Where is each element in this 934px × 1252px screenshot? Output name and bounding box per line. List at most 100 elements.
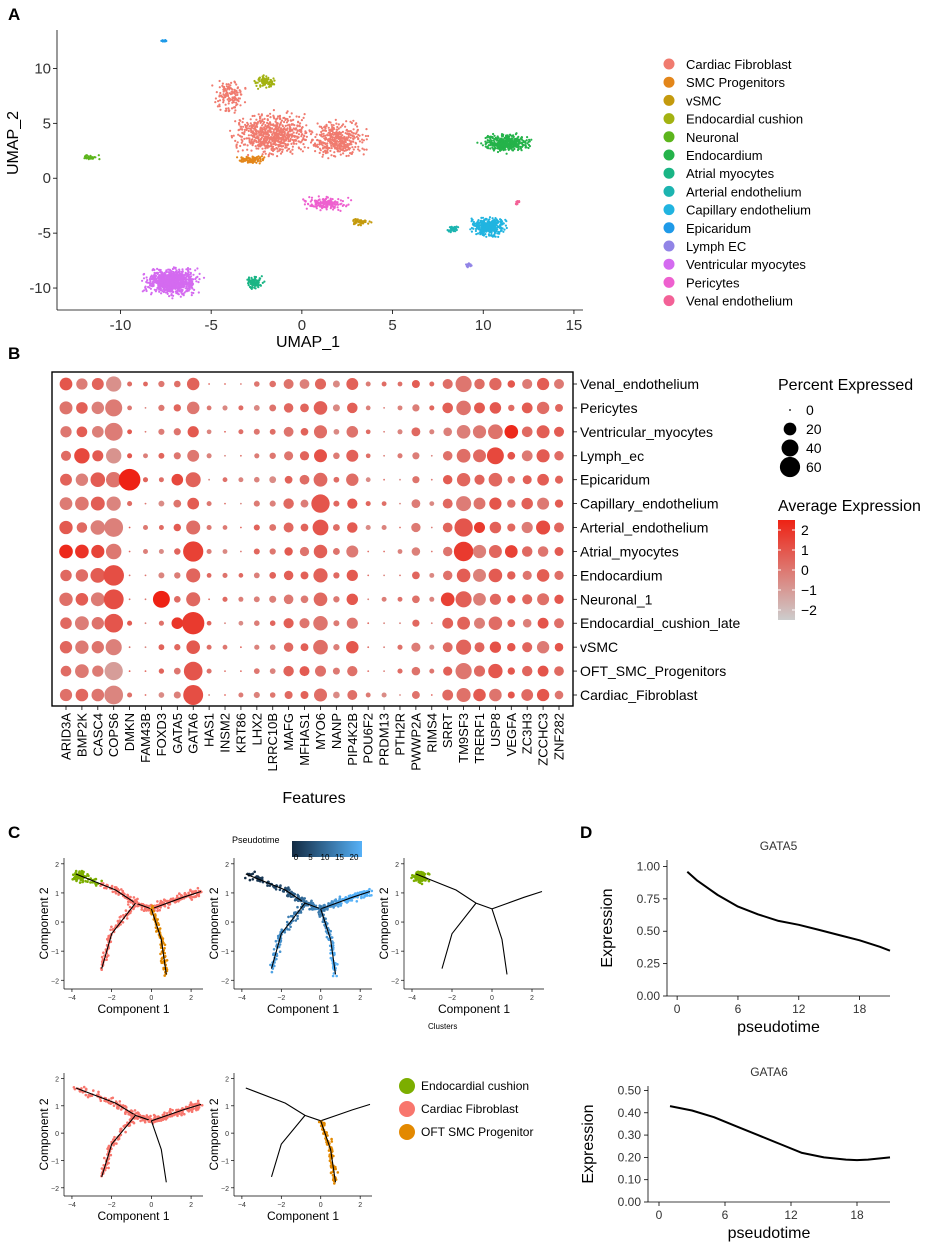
dotplot-gene-label: RIMS4 [424, 713, 439, 753]
dot-vsmc-srrt [443, 642, 453, 652]
traj-point [112, 891, 115, 894]
umap-point-capillary-endothelium [504, 219, 506, 221]
umap-point-cardiac-fibroblast [218, 104, 220, 106]
dot-cardiac-fibroblast-myo6 [314, 688, 327, 701]
dot-lymph-ec-bmp2k [74, 448, 89, 463]
dot-vsmc-gata5 [174, 644, 180, 650]
dot-endocardial-cushion-late-pwwp2a [412, 620, 419, 627]
dot-oft-smc-progenitors-lrrc10b [270, 668, 276, 674]
dot-oft-smc-progenitors-nanp [333, 668, 340, 675]
umap-point-ventricular-myocytes [191, 282, 193, 284]
traj-point [253, 871, 256, 874]
dot-endocardial-cushion-late-gata6 [182, 612, 204, 634]
umap-point-endocardial-cushion [259, 86, 261, 88]
traj-point [337, 905, 340, 908]
umap-point-cardiac-fibroblast [333, 151, 335, 153]
umap-point-capillary-endothelium [472, 223, 474, 225]
umap-point-cardiac-fibroblast [227, 98, 229, 100]
dotplot-chart: Venal_endotheliumPericytesVentricular_my… [52, 372, 741, 772]
umap-point-cardiac-fibroblast [237, 150, 239, 152]
dot-capillary-endothelium-nanp [333, 501, 339, 507]
umap-point-cardiac-fibroblast [231, 135, 233, 137]
umap-point-cardiac-fibroblast [302, 126, 304, 128]
umap-point-ventricular-myocytes [192, 274, 194, 276]
umap-point-cardiac-fibroblast [234, 81, 236, 83]
umap-point-endocardium [520, 137, 522, 139]
umap-point-endocardium [510, 145, 512, 147]
umap-point-cardiac-fibroblast [241, 132, 243, 134]
umap-point-smc-progenitors [263, 156, 265, 158]
umap-point-cardiac-fibroblast [280, 138, 282, 140]
traj-x-tick-label: −4 [238, 995, 246, 1002]
dot-lymph-ec-pwwp2a [412, 452, 419, 459]
dot-neuronal-1-dmkn [129, 598, 131, 600]
umap-point-cardiac-fibroblast [222, 101, 224, 103]
umap-point-cardiac-fibroblast [289, 130, 291, 132]
dot-endocardial-cushion-late-myo6 [313, 616, 328, 631]
dot-venal-endothelium-pou6f2 [366, 382, 371, 387]
umap-point-ventricular-myocytes [169, 290, 171, 292]
umap-point-pericytes [302, 198, 304, 200]
dot-endocardial-cushion-late-fam43b [145, 622, 147, 624]
dot-endocardial-cushion-late-lhx2 [254, 620, 260, 626]
umap-point-capillary-endothelium [500, 219, 502, 221]
traj-point [356, 892, 359, 895]
dot-capillary-endothelium-lrrc10b [270, 501, 276, 507]
umap-point-cardiac-fibroblast [324, 135, 326, 137]
dot-venal-endothelium-lrrc10b [269, 381, 276, 388]
traj-point [159, 906, 162, 909]
umap-point-ventricular-myocytes [196, 267, 198, 269]
umap-point-cardiac-fibroblast [274, 140, 276, 142]
dot-arterial-endothelium-gata6 [186, 520, 200, 534]
umap-point-pericytes [345, 205, 347, 207]
dot-epicaridum-mafg [285, 476, 293, 484]
umap-point-cardiac-fibroblast [353, 135, 355, 137]
traj-y-tick-label: 0 [55, 920, 59, 927]
dot-venal-endothelium-foxd3 [158, 381, 164, 387]
dot-pericytes-fam43b [145, 407, 147, 409]
umap-point-endocardium [485, 143, 487, 145]
umap-point-cardiac-fibroblast [285, 129, 287, 131]
umap-point-ventricular-myocytes [169, 285, 171, 287]
umap-point-capillary-endothelium [502, 231, 504, 233]
dot-cardiac-fibroblast-usp8 [489, 689, 502, 702]
dot-oft-smc-progenitors-prdm13 [383, 670, 385, 672]
umap-point-cardiac-fibroblast [292, 139, 294, 141]
umap-point-pericytes [337, 209, 339, 211]
traj-point [159, 927, 162, 930]
dot-vsmc-casc4 [92, 641, 104, 653]
umap-point-cardiac-fibroblast [361, 148, 363, 150]
umap-point-cardiac-fibroblast [332, 136, 334, 138]
umap-point-cardiac-fibroblast [322, 151, 324, 153]
umap-point-ventricular-myocytes [152, 283, 154, 285]
umap-point-cardiac-fibroblast [335, 119, 337, 121]
dot-endocardial-cushion-late-dmkn [127, 621, 132, 626]
umap-point-ventricular-myocytes [163, 289, 165, 291]
dotplot-gene-label: HAS1 [202, 713, 217, 747]
umap-point-ventricular-myocytes [145, 288, 147, 290]
umap-point-cardiac-fibroblast [235, 83, 237, 85]
traj-point [76, 875, 79, 878]
umap-point-cardiac-fibroblast [302, 137, 304, 139]
umap-point-cardiac-fibroblast [338, 123, 340, 125]
dot-arterial-endothelium-rims4 [431, 527, 433, 529]
dot-atrial-myocytes-fam43b [143, 549, 148, 554]
umap-point-endocardium [498, 144, 500, 146]
umap-point-cardiac-fibroblast [357, 146, 359, 148]
umap-point-ventricular-myocytes [156, 268, 158, 270]
umap-point-smc-progenitors [249, 157, 251, 159]
umap-point-vsmc [370, 221, 372, 223]
umap-point-cardiac-fibroblast [310, 141, 312, 143]
umap-point-cardiac-fibroblast [306, 136, 308, 138]
dot-endocardium-gata5 [174, 572, 180, 578]
umap-point-cardiac-fibroblast [299, 125, 301, 127]
dot-venal-endothelium-myo6 [315, 378, 326, 389]
umap-point-pericytes [315, 203, 317, 205]
traj-point [120, 915, 123, 918]
umap-point-endocardium [493, 141, 495, 143]
dot-oft-smc-progenitors-cops6 [105, 662, 123, 680]
umap-point-ventricular-myocytes [143, 277, 145, 279]
umap-point-ventricular-myocytes [147, 286, 149, 288]
umap-point-pericytes [304, 201, 306, 203]
